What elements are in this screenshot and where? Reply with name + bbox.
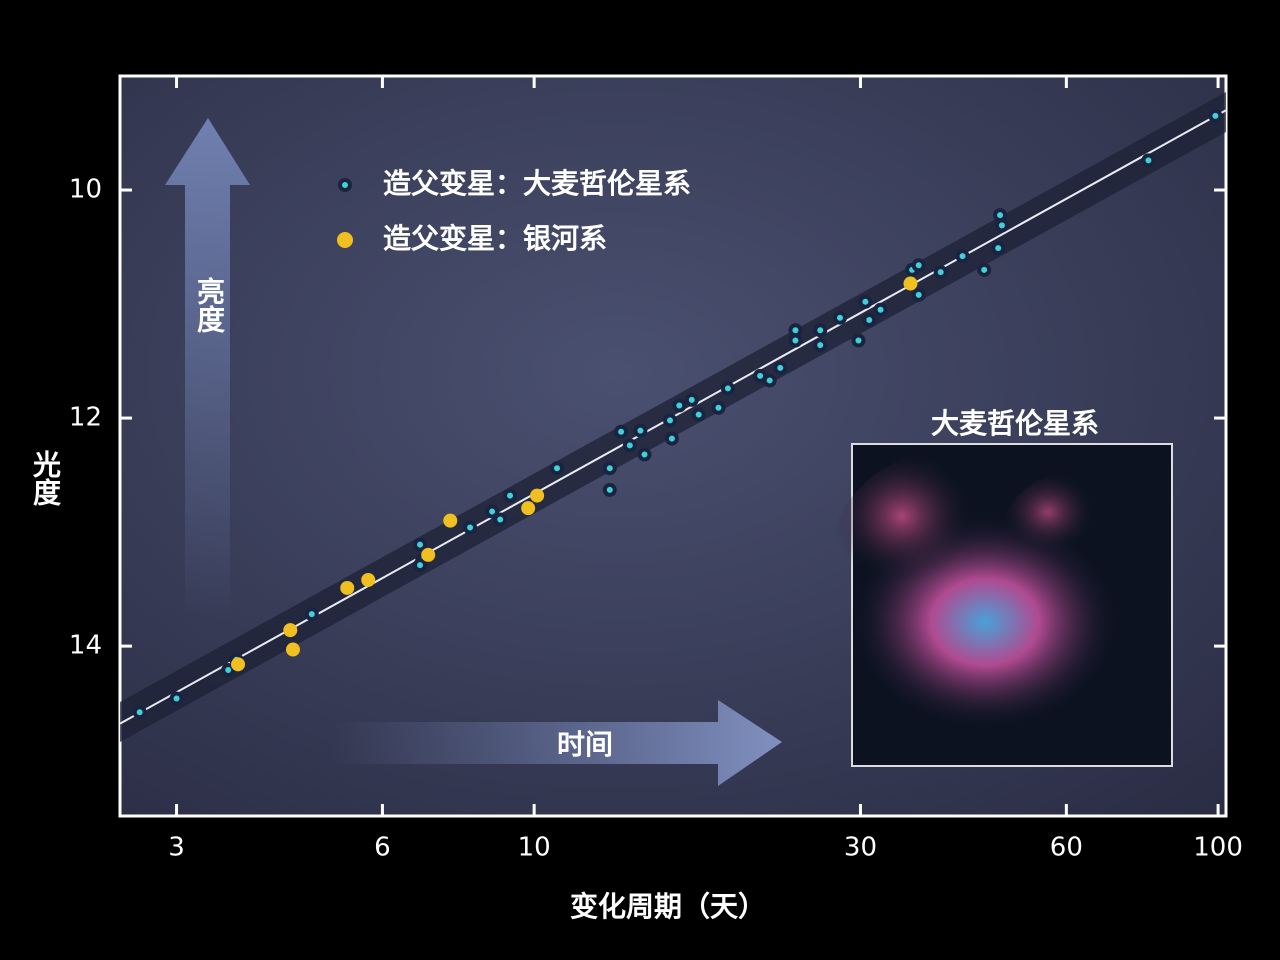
y-tick-label: 14 (69, 631, 102, 661)
x-axis-label: 变化周期（天） (570, 890, 766, 923)
data-point (773, 360, 788, 375)
data-point (991, 241, 1006, 256)
x-tick-label: 60 (1050, 833, 1083, 863)
data-point (614, 424, 629, 439)
data-point (622, 438, 637, 453)
data-point (443, 513, 458, 528)
data-point (691, 407, 706, 422)
data-point (788, 323, 803, 338)
data-point (633, 423, 648, 438)
data-point (832, 310, 847, 325)
data-point (231, 657, 246, 672)
data-point (521, 501, 536, 516)
x-tick-label: 3 (168, 833, 185, 863)
x-tick-label: 30 (844, 833, 877, 863)
data-point (530, 488, 545, 503)
data-point (550, 461, 565, 476)
data-point (637, 447, 652, 462)
data-point (1208, 108, 1223, 123)
brightness-arrow (165, 118, 250, 620)
data-point (463, 520, 478, 535)
x-tick-label: 10 (518, 833, 551, 863)
legend-marker (338, 178, 352, 192)
data-point (813, 338, 828, 353)
time-label: 时间 (557, 728, 613, 761)
data-point (711, 400, 726, 415)
legend-label: 造父变星：大麦哲伦星系 (383, 167, 691, 200)
data-point (602, 482, 617, 497)
data-point (933, 265, 948, 280)
data-point (663, 413, 678, 428)
data-point (911, 287, 926, 302)
legend-label: 造父变星：银河系 (383, 222, 607, 255)
data-point (283, 623, 298, 638)
data-point (862, 313, 877, 328)
data-point (813, 323, 828, 338)
data-point (1141, 153, 1156, 168)
data-point (911, 258, 926, 273)
legend-marker (337, 232, 353, 248)
galaxy-glow (830, 450, 1070, 670)
data-point (664, 431, 679, 446)
data-point (851, 333, 866, 348)
data-point (684, 392, 699, 407)
galaxy-glow (1000, 470, 1160, 610)
data-point (132, 705, 147, 720)
data-point (903, 276, 918, 291)
time-arrow (330, 700, 782, 786)
data-point (361, 572, 376, 587)
data-point (977, 262, 992, 277)
inset-title: 大麦哲伦星系 (931, 407, 1099, 440)
data-point (994, 218, 1009, 233)
data-point (503, 488, 518, 503)
data-point (955, 249, 970, 264)
data-point (873, 302, 888, 317)
data-point (421, 547, 436, 562)
data-point (304, 607, 319, 622)
brightness-label: 亮度 (193, 276, 226, 334)
x-tick-label: 100 (1193, 833, 1243, 863)
data-point (285, 642, 300, 657)
data-point (485, 504, 500, 519)
y-tick-label: 12 (69, 403, 102, 433)
data-point (413, 537, 428, 552)
y-tick-label: 10 (69, 175, 102, 205)
data-point (762, 373, 777, 388)
data-point (602, 461, 617, 476)
inset: 大麦哲伦星系 (830, 407, 1173, 767)
data-point (413, 558, 428, 573)
data-point (672, 398, 687, 413)
y-axis-label: 光度 (29, 450, 62, 507)
data-point (169, 691, 184, 706)
data-point (858, 294, 873, 309)
data-point (340, 580, 355, 595)
data-point (493, 512, 508, 527)
data-point (221, 663, 236, 678)
x-tick-label: 6 (374, 833, 391, 863)
data-point (720, 381, 735, 396)
